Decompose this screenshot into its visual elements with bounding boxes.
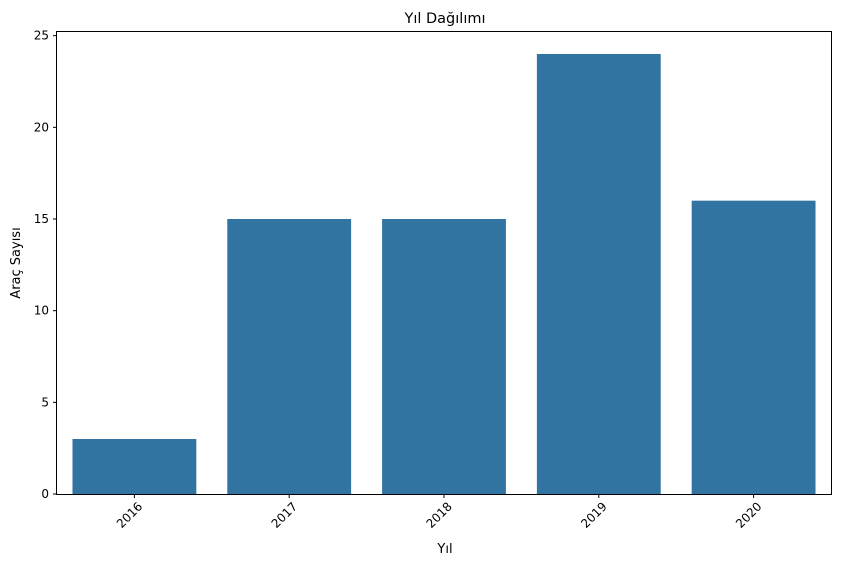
x-tick-label-2019: 2019 xyxy=(578,499,609,530)
bar-2020 xyxy=(691,200,816,494)
x-tick-label-2018: 2018 xyxy=(423,499,454,530)
x-axis-ticks: 2016 2017 2018 2019 2020 xyxy=(114,494,765,531)
x-tick-label-2017: 2017 xyxy=(269,499,300,530)
bar-2019 xyxy=(536,54,661,494)
y-tick-label-15: 15 xyxy=(34,212,49,226)
x-tick-label-2020: 2020 xyxy=(733,499,764,530)
plot-frame xyxy=(56,31,832,495)
y-tick-label-10: 10 xyxy=(34,304,49,318)
bar-2018 xyxy=(382,219,506,494)
y-axis-title: Araç Sayısı xyxy=(9,227,24,298)
x-tick-label-2016: 2016 xyxy=(114,499,145,530)
bar-2016 xyxy=(72,439,197,494)
chart-title: Yıl Dağılımı xyxy=(403,11,485,27)
bars-group xyxy=(72,54,816,494)
y-tick-label-25: 25 xyxy=(34,29,49,43)
y-axis-ticks: 0 5 10 15 20 25 xyxy=(34,29,57,501)
y-tick-label-0: 0 xyxy=(41,487,49,501)
y-tick-label-5: 5 xyxy=(41,395,49,409)
y-tick-label-20: 20 xyxy=(34,120,49,134)
bar-2017 xyxy=(227,219,352,494)
x-axis-title: Yıl xyxy=(436,542,452,557)
